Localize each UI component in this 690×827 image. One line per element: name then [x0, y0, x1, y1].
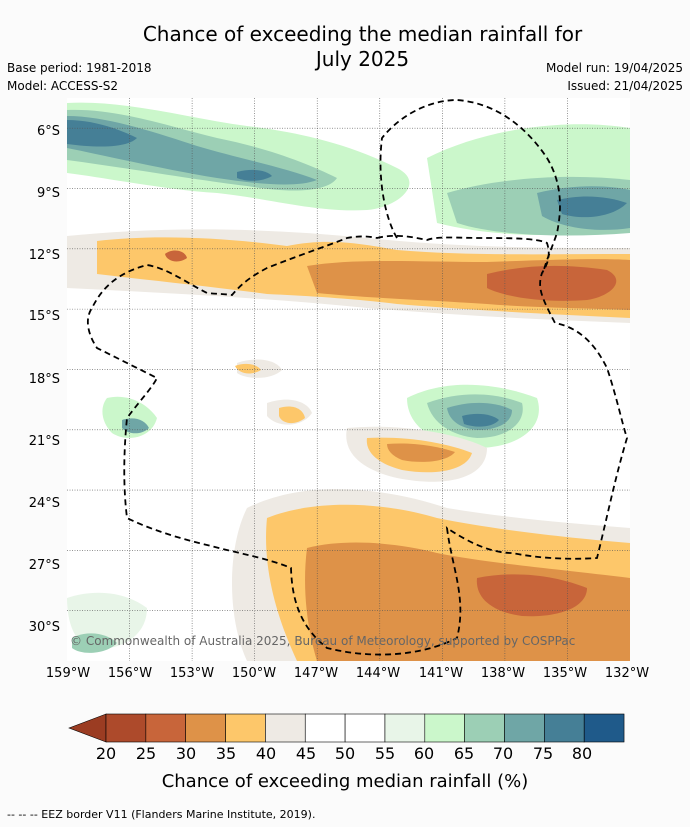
model-info: Base period: 1981-2018 Model: ACCESS-S2 [7, 59, 152, 95]
model-run-text: Model run: 19/04/2025 [545, 61, 683, 75]
colorbar-segment [105, 713, 147, 743]
wet-region-75b [237, 169, 272, 181]
colorbar-tick: 20 [95, 744, 117, 763]
colorbar-tick: 35 [215, 744, 237, 763]
colorbar-tick: 65 [453, 744, 475, 763]
lat-label: 30°S [28, 620, 60, 635]
title-line-1: Chance of exceeding the median rainfall … [142, 22, 583, 46]
eez-legend-footnote: -- -- -- EEZ border V11 (Flanders Marine… [7, 808, 316, 821]
colorbar-segment [145, 713, 186, 743]
colorbar-tick: 25 [135, 744, 157, 763]
dry-region-25 [487, 265, 617, 301]
colorbar-label: Chance of exceeding median rainfall (%) [161, 771, 529, 792]
colorbar-segment [424, 713, 465, 743]
dry-region-25-south [476, 574, 587, 617]
copyright-text: © Commonwealth of Australia 2025, Bureau… [70, 634, 576, 648]
base-period-text: Base period: 1981-2018 [7, 61, 152, 75]
colorbar-segment [583, 713, 625, 743]
lat-label: 12°S [28, 248, 60, 263]
issued-text: Issued: 21/04/2025 [567, 79, 683, 93]
map-svg [67, 98, 630, 661]
rainfall-map [67, 98, 630, 661]
map-title: Chance of exceeding the median rainfall … [110, 22, 615, 72]
lat-label: 21°S [28, 434, 60, 449]
lat-label: 6°S [36, 124, 60, 139]
model-text: Model: ACCESS-S2 [7, 79, 119, 93]
colorbar-tick: 80 [571, 744, 593, 763]
lon-label: 132°W [604, 666, 650, 681]
colorbar-segment [304, 713, 346, 743]
lat-label: 9°S [36, 186, 60, 201]
colorbar-segment [544, 713, 585, 743]
lon-label: 156°W [107, 666, 153, 681]
colorbar-tick: 75 [532, 744, 554, 763]
eez-border-north [379, 99, 561, 274]
colorbar-segment [265, 713, 306, 743]
colorbar-segment [225, 713, 266, 743]
lon-label: 144°W [355, 666, 401, 681]
dry-region-30c [387, 443, 455, 462]
lat-label: 18°S [28, 372, 60, 387]
colorbar-segment [344, 713, 386, 743]
run-info: Model run: 19/04/2025 Issued: 21/04/2025 [546, 59, 683, 95]
colorbar-segments [105, 713, 625, 743]
lon-label: 150°W [231, 666, 277, 681]
colorbar-segment [185, 713, 226, 743]
lon-label: 135°W [542, 666, 588, 681]
lat-label: 15°S [28, 309, 60, 324]
colorbar-tick: 30 [175, 744, 197, 763]
lon-label: 141°W [418, 666, 464, 681]
lat-label: 27°S [28, 558, 60, 573]
lon-label: 159°W [45, 666, 91, 681]
colorbar-segment [384, 713, 426, 743]
colorbar-tick: 70 [492, 744, 514, 763]
lon-label: 153°W [169, 666, 215, 681]
wet-region-75-east [557, 196, 627, 218]
colorbar-low-arrow [68, 713, 107, 743]
colorbar-tick: 55 [374, 744, 396, 763]
colorbar-segment [504, 713, 545, 743]
colorbar [68, 713, 625, 743]
wet-region-75 [67, 120, 137, 147]
colorbar-tick: 60 [413, 744, 435, 763]
colorbar-tick: 50 [334, 744, 356, 763]
lon-label: 138°W [480, 666, 526, 681]
colorbar-segment [464, 713, 505, 743]
dry-region-30-south [305, 542, 630, 661]
colorbar-tick: 40 [255, 744, 277, 763]
wet-region-75-mid [462, 413, 499, 427]
lon-label: 147°W [293, 666, 339, 681]
wet-region-65-sw [72, 633, 117, 653]
dry-region-25b [165, 250, 187, 262]
colorbar-tick: 45 [295, 744, 317, 763]
title-line-2: July 2025 [315, 47, 410, 71]
dry-region-35b [279, 406, 305, 424]
lat-label: 24°S [28, 496, 60, 511]
